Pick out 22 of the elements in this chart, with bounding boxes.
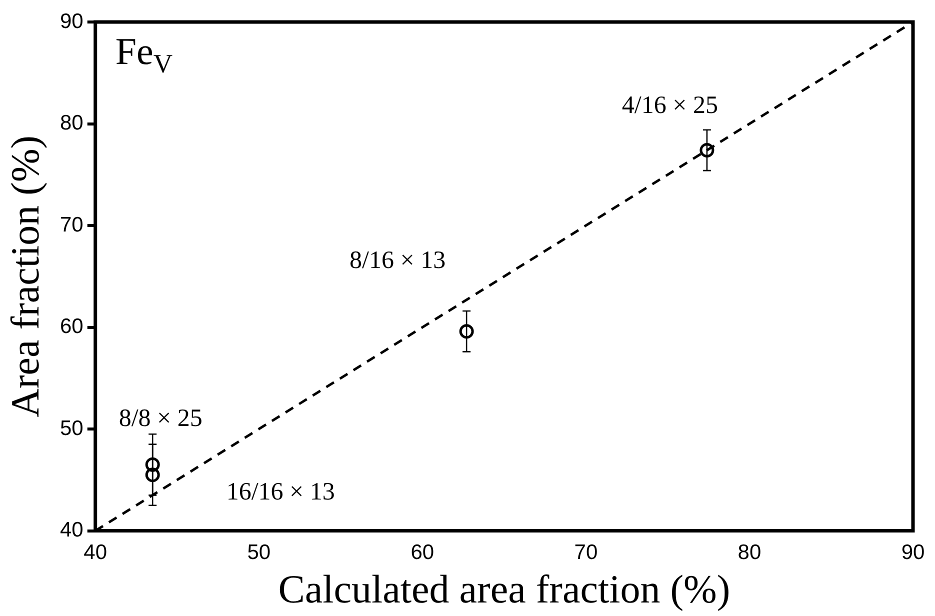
x-tick-label: 40 <box>84 541 108 564</box>
annotation: 16/16 × 13 <box>226 478 335 506</box>
y-tick-label: 50 <box>60 416 84 440</box>
y-tick-label: 90 <box>60 10 84 33</box>
x-tick-label: 50 <box>247 541 271 564</box>
point <box>145 468 160 482</box>
point <box>459 324 474 339</box>
x-tick-label: 90 <box>901 541 925 564</box>
y-tick-label: 80 <box>60 112 84 135</box>
y-axis-title: Area fraction (%) <box>2 135 48 418</box>
point <box>700 142 714 158</box>
y-tick-label: 70 <box>60 213 84 236</box>
x-tick-label: 70 <box>574 541 598 564</box>
y-tick-label: 60 <box>60 315 84 338</box>
annotation: 8/8 × 25 <box>118 405 202 432</box>
x-tick-label: 60 <box>410 541 434 564</box>
x-axis-title: Calculated area fraction (%) <box>278 566 730 612</box>
annotation: 8/16 × 13 <box>350 246 446 274</box>
y-tick-label: 40 <box>60 518 84 542</box>
x-tick-label: 80 <box>738 541 762 564</box>
point <box>145 457 160 472</box>
annotation: 4/16 × 25 <box>622 92 718 119</box>
